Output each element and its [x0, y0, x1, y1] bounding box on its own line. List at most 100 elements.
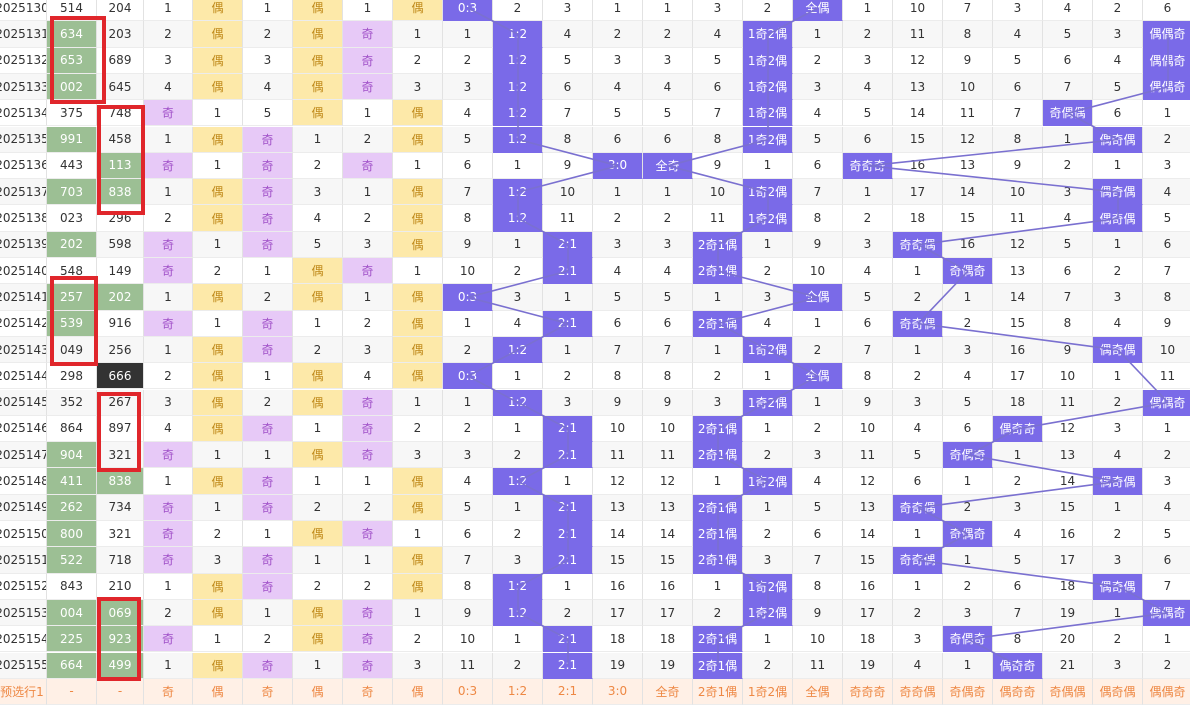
- table-row: 2025139202598奇1奇53偶912:1332奇1偶193奇奇偶1612…: [0, 231, 1190, 258]
- stat-cell: 2奇1偶: [693, 231, 743, 258]
- stat-cell: 1:2: [493, 468, 543, 495]
- stat-cell: 3: [293, 179, 343, 206]
- stat-cell: 9: [643, 389, 693, 416]
- stat-cell: 4: [144, 415, 193, 443]
- stat-cell: 奇: [144, 494, 193, 521]
- number-cell: 002: [47, 73, 97, 101]
- stat-cell: 偶: [193, 284, 243, 311]
- stat-cell: 奇: [243, 652, 293, 679]
- stat-cell: 4: [643, 73, 693, 101]
- stat-cell: 偶偶奇: [1143, 679, 1190, 706]
- number-cell: -: [47, 678, 97, 706]
- number-cell: 598: [97, 231, 144, 258]
- stat-cell: 4: [1043, 205, 1093, 232]
- stat-cell: 1: [643, 0, 693, 22]
- stat-cell: 1: [1093, 363, 1143, 390]
- number-cell: 049: [47, 336, 97, 364]
- stat-cell: 4: [743, 310, 793, 337]
- stat-cell: 16: [843, 573, 893, 600]
- stat-cell: 1奇2偶: [743, 389, 793, 416]
- stat-cell: 5: [593, 100, 643, 127]
- period-cell: 2025143: [0, 336, 47, 364]
- stat-cell: 1奇2偶: [743, 678, 793, 706]
- stat-cell: 2: [343, 494, 393, 521]
- stat-cell: 6: [1043, 258, 1093, 285]
- stat-cell: 偶奇偶: [1093, 205, 1143, 232]
- number-cell: 458: [97, 126, 144, 153]
- stat-cell: 奇: [144, 100, 193, 127]
- stat-cell: 4: [144, 73, 193, 101]
- stat-cell: 奇奇偶: [893, 494, 943, 521]
- stat-cell: 3: [1143, 468, 1190, 495]
- stat-cell: 5: [843, 100, 893, 127]
- stat-cell: 1: [144, 336, 193, 364]
- stat-cell: 1: [393, 521, 443, 548]
- stat-cell: 16: [1043, 521, 1093, 548]
- stat-cell: 2奇1偶: [693, 652, 743, 679]
- stat-cell: 偶: [193, 599, 243, 627]
- stat-cell: 奇奇偶: [893, 678, 943, 706]
- stat-cell: 11: [793, 652, 843, 679]
- stat-cell: 8: [1143, 284, 1190, 311]
- stat-cell: 偶: [293, 100, 343, 127]
- stat-cell: 4: [993, 521, 1043, 548]
- number-cell: 539: [47, 310, 97, 337]
- stat-cell: 10: [993, 179, 1043, 206]
- stat-cell: 2: [193, 521, 243, 548]
- stat-cell: 1: [693, 573, 743, 600]
- stat-cell: 1:2: [493, 100, 543, 127]
- stat-cell: 2:1: [543, 678, 593, 706]
- stat-cell: 奇: [144, 231, 193, 258]
- stat-cell: 2: [793, 415, 843, 443]
- stat-cell: 1: [343, 284, 393, 311]
- stat-cell: 1: [943, 284, 993, 311]
- stat-cell: 9: [443, 231, 493, 258]
- stat-cell: 奇: [243, 547, 293, 574]
- stat-cell: 奇偶奇: [943, 442, 993, 469]
- stat-cell: 4: [993, 21, 1043, 48]
- stat-cell: 9: [1043, 336, 1093, 364]
- stat-cell: 3: [1093, 415, 1143, 443]
- period-cell: 2025153: [0, 599, 47, 627]
- stat-cell: 偶: [193, 678, 243, 706]
- stat-cell: 2: [1093, 521, 1143, 548]
- stat-cell: 0:3: [443, 363, 493, 390]
- stat-cell: 1: [193, 231, 243, 258]
- stat-cell: 2奇1偶: [693, 310, 743, 337]
- stat-cell: 8: [993, 126, 1043, 153]
- stat-cell: 21: [1043, 652, 1093, 679]
- stat-cell: 1: [593, 179, 643, 206]
- stat-cell: 6: [643, 126, 693, 153]
- period-cell: 2025134: [0, 100, 47, 127]
- stat-cell: 7: [793, 179, 843, 206]
- stat-cell: 奇: [243, 415, 293, 443]
- stat-cell: 3: [993, 0, 1043, 22]
- stat-cell: 2: [343, 310, 393, 337]
- stat-cell: 偶: [293, 678, 343, 706]
- stat-cell: 奇: [343, 389, 393, 416]
- number-cell: 703: [47, 179, 97, 206]
- stat-cell: 1: [193, 100, 243, 127]
- stat-cell: 5: [593, 284, 643, 311]
- stat-cell: 6: [793, 521, 843, 548]
- stat-cell: 5: [843, 284, 893, 311]
- stat-cell: 偶偶奇: [1143, 599, 1190, 627]
- stat-cell: 7: [843, 336, 893, 364]
- number-cell: 734: [97, 494, 144, 521]
- stat-cell: 5: [793, 126, 843, 153]
- period-cell: 2025152: [0, 573, 47, 600]
- stat-cell: 偶: [293, 0, 343, 22]
- table-row: 20251530040692偶1偶奇191:22171721奇2偶9172371…: [0, 599, 1190, 627]
- stat-cell: 19: [593, 652, 643, 679]
- number-cell: 296: [97, 205, 144, 232]
- stat-cell: 1: [843, 179, 893, 206]
- stat-cell: 1: [943, 468, 993, 495]
- stat-cell: 2: [843, 205, 893, 232]
- stat-cell: 9: [1143, 311, 1190, 337]
- stat-cell: 偶: [393, 336, 443, 364]
- stat-cell: 4: [1143, 179, 1190, 206]
- stat-cell: 3: [193, 547, 243, 574]
- stat-cell: 偶: [393, 179, 443, 206]
- stat-cell: 奇奇奇: [843, 678, 893, 706]
- stat-cell: 3: [643, 47, 693, 74]
